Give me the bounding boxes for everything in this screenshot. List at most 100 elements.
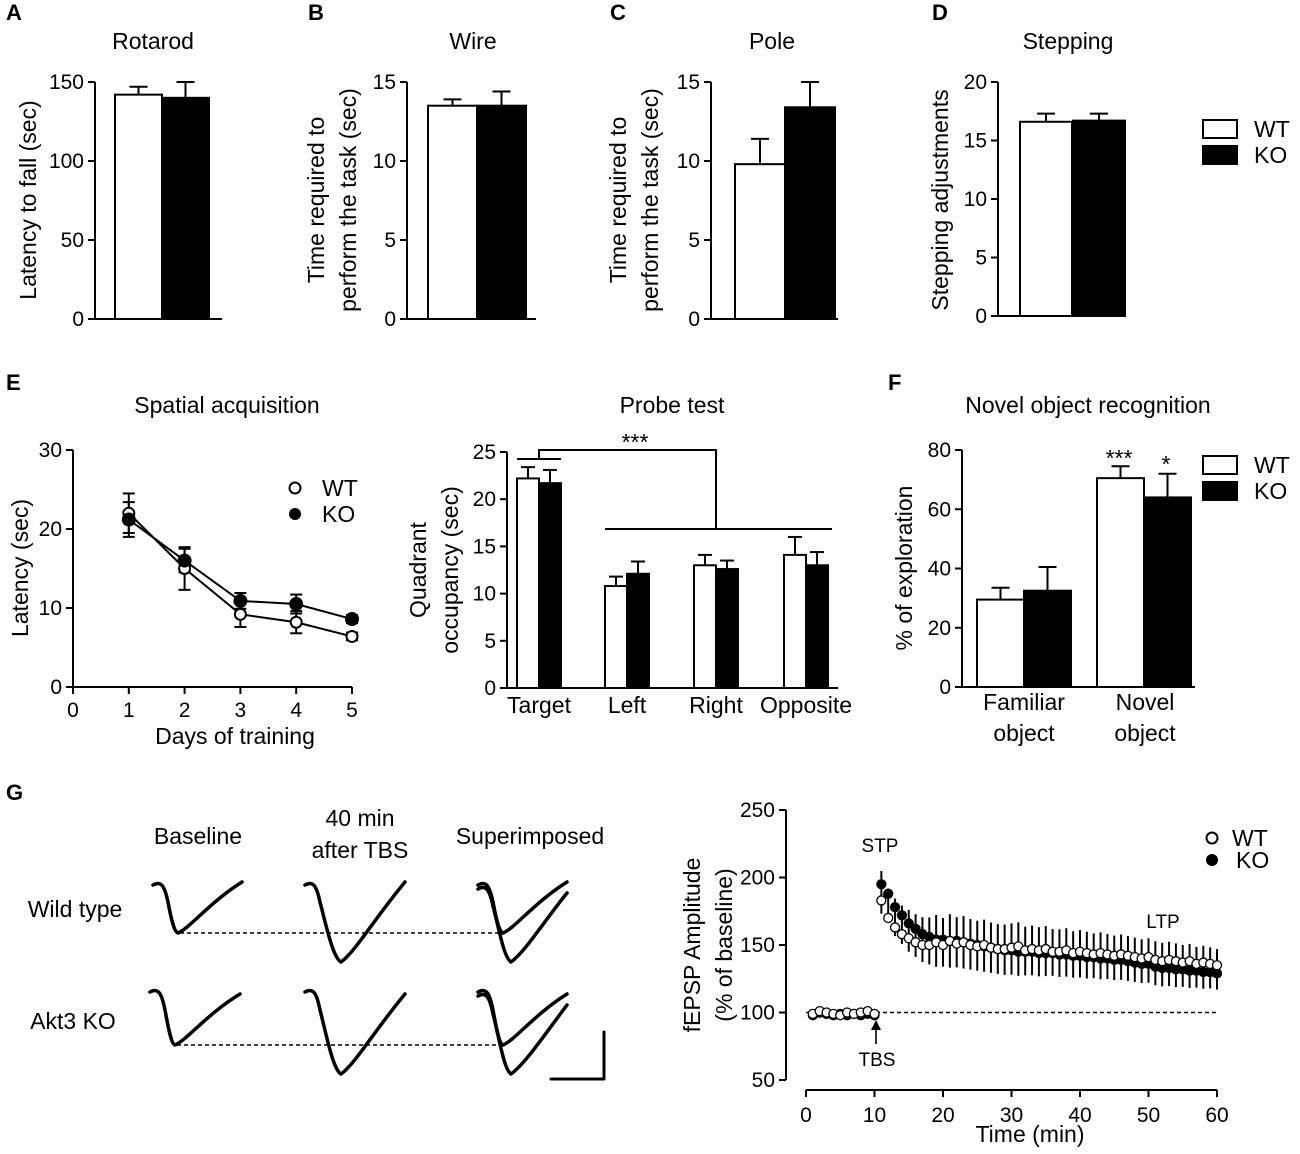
category-novel-line1: Novel — [1116, 689, 1175, 715]
spatial-x-tick-label: 2 — [179, 699, 191, 722]
spatial-x-tick-label: 4 — [290, 699, 302, 722]
probe-bar-wt — [693, 564, 717, 690]
trace-ko-baseline — [148, 988, 242, 1047]
trace-row-akt3-ko: Akt3 KO — [30, 1008, 116, 1034]
ltp-point-wt — [876, 895, 887, 906]
panel-label-e: E — [6, 370, 21, 395]
category-novel-line2: object — [1114, 720, 1176, 746]
spatial-x-tick-label: 5 — [346, 699, 358, 722]
rotarod-y-tick-label: 0 — [72, 308, 84, 331]
panel-label-c: C — [610, 0, 626, 25]
legend-wt-swatch-f — [1202, 455, 1238, 475]
stepping-y-tick-label: 10 — [964, 188, 987, 211]
ltp-y-tick-label: 50 — [752, 1069, 775, 1092]
spatial-x-tick-label: 1 — [123, 699, 135, 722]
stepping-y-tick-label: 20 — [964, 71, 987, 94]
ylabel-exploration: % of exploration — [891, 486, 917, 651]
novel-bar-wt — [976, 598, 1025, 689]
ylabel-wire-line2: perform the task (sec) — [335, 88, 361, 312]
ltp-point-ko — [883, 888, 894, 899]
stepping-y-tick-label: 5 — [975, 247, 987, 270]
rotarod-y-tick-label: 150 — [49, 71, 84, 94]
spatial-y-tick-label: 0 — [50, 676, 62, 699]
legend-wt-swatch — [1202, 119, 1238, 139]
legend-ko-marker — [289, 508, 301, 520]
legend-wt-marker-g — [1205, 831, 1219, 845]
legend-wt-label-g: WT — [1232, 825, 1268, 851]
trace-ko-superimposed-tbs — [476, 992, 569, 1076]
ltp-x-tick-label: 0 — [800, 1104, 812, 1127]
spatial-point-ko — [177, 553, 192, 568]
title-rotarod: Rotarod — [112, 28, 194, 54]
ylabel-rotarod: Latency to fall (sec) — [15, 100, 41, 299]
trace-col-after-tbs: after TBS — [312, 837, 409, 863]
trace-wt-superimposed-tbs — [476, 885, 569, 964]
legend-wt-label-e: WT — [322, 475, 358, 501]
wire-bar-ko — [476, 104, 527, 320]
title-spatial-acquisition: Spatial acquisition — [134, 392, 319, 418]
pole-y-tick-label: 15 — [677, 71, 700, 94]
probe-y-tick-label: 10 — [473, 583, 496, 606]
trace-row-wild-type: Wild type — [28, 896, 123, 922]
legend-ko-swatch — [1202, 145, 1238, 165]
ltp-x-tick-label: 40 — [1068, 1104, 1091, 1127]
title-stepping: Stepping — [1023, 28, 1114, 54]
annotation-stp: STP — [862, 836, 899, 857]
category-familiar-line2: object — [993, 720, 1055, 746]
legend-ltp: WT KO — [1205, 825, 1269, 873]
ltp-y-tick-label: 200 — [740, 867, 775, 890]
category-familiar-line1: Familiar — [983, 689, 1065, 715]
wire-y-tick-label: 0 — [384, 308, 396, 331]
probe-y-tick-label: 20 — [473, 488, 496, 511]
xlabel-time: Time (min) — [975, 1121, 1084, 1147]
novel-bar-ko — [1143, 496, 1192, 688]
ltp-point-ko — [876, 879, 887, 890]
probe-bar-ko — [805, 564, 829, 690]
ltp-point-wt — [883, 912, 894, 924]
trace-col-40min: 40 min — [325, 805, 394, 831]
rotarod-bar-ko — [161, 96, 210, 320]
ylabel-pole-line1: Time required to — [605, 117, 631, 284]
novel-y-tick-label: 40 — [928, 558, 951, 581]
probe-bar-ko — [538, 482, 562, 690]
probe-y-tick-label: 5 — [484, 630, 496, 653]
spatial-point-wt — [289, 615, 303, 629]
spatial-point-ko — [345, 612, 359, 627]
title-probe-test: Probe test — [620, 392, 725, 418]
novel-bar-wt — [1096, 477, 1145, 688]
wire-bar-wt — [427, 104, 478, 320]
spatial-point-wt — [233, 607, 247, 621]
panel-label-f: F — [888, 370, 901, 395]
probe-category-label: Left — [608, 692, 647, 718]
ltp-x-tick-label: 30 — [1000, 1104, 1023, 1127]
rotarod-bar-wt — [114, 93, 163, 320]
spatial-x-tick-label: 3 — [235, 699, 247, 722]
ylabel-wire-line1: Time required to — [303, 117, 329, 284]
scale-bar — [549, 1030, 606, 1081]
legend-wt-marker — [288, 481, 302, 495]
title-novel-object: Novel object recognition — [965, 392, 1210, 418]
trace-ko-superimposed-baseline — [476, 988, 569, 1047]
novel-y-tick-label: 20 — [928, 617, 951, 640]
title-wire: Wire — [449, 28, 496, 54]
novel-y-tick-label: 80 — [928, 439, 951, 462]
legend-ko-marker-g — [1206, 854, 1218, 866]
novel-bar-ko — [1023, 589, 1072, 688]
panel-label-g: G — [6, 780, 23, 805]
wire-y-tick-label: 15 — [373, 71, 396, 94]
probe-bar-ko — [626, 572, 650, 689]
spatial-point-ko — [233, 593, 248, 608]
wire-y-tick-label: 10 — [373, 150, 396, 173]
spatial-x-tick-label: 0 — [67, 699, 79, 722]
pole-bar-wt — [734, 163, 786, 320]
legend-ko-label-e: KO — [322, 501, 355, 527]
ylabel-quadrant-line1: Quadrant — [405, 521, 431, 618]
tbs-arrow-head-icon — [871, 1020, 881, 1030]
novel-y-tick-label: 60 — [928, 498, 951, 521]
spatial-point-wt — [345, 629, 359, 643]
legend-novel-object: WT KO — [1202, 452, 1290, 504]
probe-bracket-main — [538, 449, 717, 529]
trace-col-superimposed: Superimposed — [456, 823, 604, 849]
panel-label-b: B — [308, 0, 324, 25]
